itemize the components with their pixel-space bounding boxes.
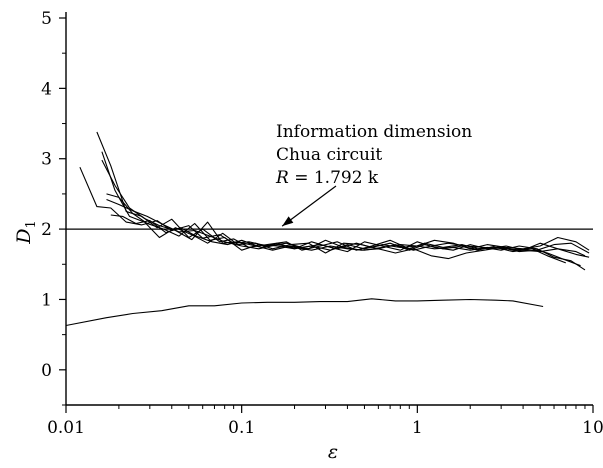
x-tick-label-1: 0.1 — [228, 418, 255, 438]
annotation-arrow-head — [282, 216, 294, 227]
series-group — [65, 131, 590, 327]
ticks — [59, 17, 594, 413]
y-tick-labels: 0 1 2 3 4 5 — [41, 9, 52, 381]
y-tick-label-5: 5 — [41, 9, 52, 29]
x-tick-labels: 0.01 0.1 1 10 — [47, 418, 603, 438]
y-tick-label-3: 3 — [41, 150, 52, 170]
y-tick-label-1: 1 — [41, 290, 52, 310]
x-tick-label-2: 1 — [412, 418, 423, 438]
series-line-8 — [65, 298, 544, 327]
annotation: Information dimension Chua circuit R = 1… — [275, 122, 472, 227]
series-line-7 — [106, 198, 586, 257]
y-tick-label-4: 4 — [41, 79, 52, 99]
series-line-4 — [106, 193, 590, 258]
annotation-arrow — [281, 185, 337, 227]
x-tick-label-0: 0.01 — [47, 418, 85, 438]
x-axis-title: ε — [328, 441, 338, 463]
annotation-line-3: R = 1.792 k — [275, 168, 379, 188]
axes — [65, 12, 593, 406]
x-tick-label-3: 10 — [582, 418, 603, 438]
y-tick-label-2: 2 — [41, 220, 52, 240]
y-axis-title: D1 — [13, 220, 39, 245]
annotation-line-1: Information dimension — [276, 122, 472, 142]
series-line-5 — [101, 159, 590, 260]
annotation-line-2: Chua circuit — [276, 145, 382, 165]
y-tick-label-0: 0 — [41, 361, 52, 381]
